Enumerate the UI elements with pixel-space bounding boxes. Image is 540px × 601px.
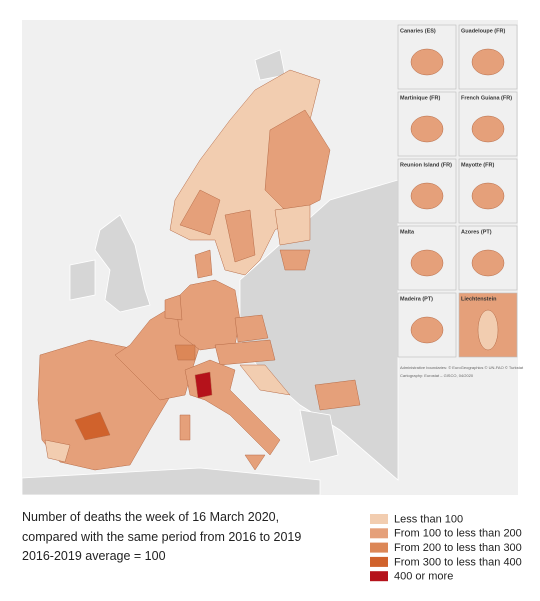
credits: Administrative boundaries: © EuroGeograp… — [400, 365, 524, 370]
inset-shape — [410, 316, 444, 344]
caption: 2016-2019 average = 100 — [22, 549, 166, 563]
inset-label: Malta — [400, 229, 415, 235]
inset-label: French Guiana (FR) — [461, 95, 512, 101]
legend-label: Less than 100 — [394, 513, 463, 525]
inset-shape — [410, 182, 444, 210]
inset-label: Guadeloupe (FR) — [461, 28, 505, 34]
legend-label: From 100 to less than 200 — [394, 528, 522, 540]
legend: Less than 100 From 100 to less than 200 Fr… — [370, 513, 522, 583]
inset-label: Madeira (PT) — [400, 296, 433, 302]
legend-swatch — [370, 514, 388, 524]
inset-label: Azores (PT) — [461, 229, 492, 235]
inset-shape — [471, 48, 505, 76]
legend-swatch — [370, 528, 388, 539]
legend-swatch — [370, 571, 388, 582]
legend-label: From 200 to less than 300 — [394, 542, 522, 554]
data-regions — [37, 69, 361, 471]
legend-label: From 300 to less than 400 — [394, 556, 522, 568]
map: Canaries (ES) Guadeloupe (FR) Martinique (… — [21, 20, 524, 496]
inset-shape — [471, 115, 505, 143]
inset-label: Martinique (FR) — [400, 95, 440, 101]
inset-shape — [410, 115, 444, 143]
inset-shape — [471, 249, 505, 277]
inset-shape — [477, 309, 499, 351]
insets: Canaries (ES) Guadeloupe (FR) Martinique (… — [397, 24, 518, 358]
inset-label: Reunion Island (FR) — [400, 162, 452, 168]
legend-swatch — [370, 556, 388, 567]
inset-label: Mayotte (FR) — [461, 162, 494, 168]
inset-shape — [410, 48, 444, 76]
caption: compared with the same period from 2016 … — [22, 530, 302, 544]
caption: Number of deaths the week of 16 March 20… — [22, 510, 280, 524]
legend-swatch — [370, 542, 388, 553]
inset-shape — [471, 182, 505, 210]
inset-label: Liechtenstein — [461, 296, 497, 302]
inset-label: Canaries (ES) — [400, 28, 436, 34]
inset-shape — [410, 249, 444, 277]
legend-label: 400 or more — [394, 571, 453, 583]
credits: Cartography: Eurostat – GISCO, 04/2020 — [400, 373, 474, 378]
